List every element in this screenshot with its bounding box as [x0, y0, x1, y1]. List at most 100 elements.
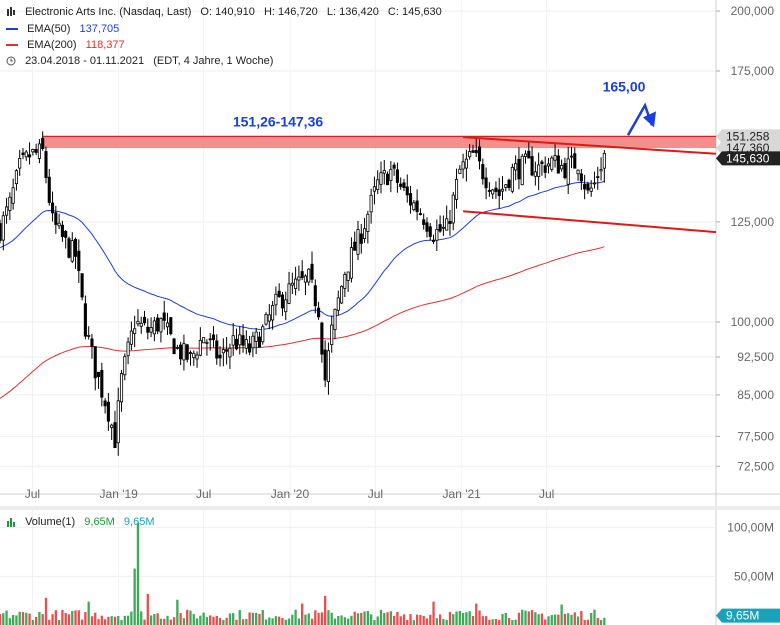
volume-bar [31, 620, 34, 625]
candle-body [221, 349, 225, 354]
candle-body [451, 194, 455, 224]
candle-body [412, 202, 416, 211]
candle-body [300, 271, 304, 278]
candle-body [372, 186, 376, 192]
candle-body [402, 182, 406, 189]
candle-body [238, 334, 242, 346]
candle-body [579, 173, 583, 182]
volume-bar [235, 619, 238, 625]
volume-bar [179, 613, 182, 625]
legend-ema200[interactable]: EMA(200) 118,377 [6, 39, 125, 51]
candle-body [24, 151, 28, 158]
volume-bar [80, 619, 84, 625]
volume-bar [304, 614, 307, 625]
volume-value-2: 9,65M [123, 516, 155, 528]
candle-body [119, 373, 124, 403]
volume-bar [501, 613, 504, 625]
ema50-value: 137,705 [79, 23, 120, 35]
volume-bar [488, 619, 491, 625]
candle-body [468, 151, 472, 158]
y-tick-label: 77,500 [737, 429, 774, 443]
volume-bar [163, 618, 166, 625]
volume-value-1: 9,65M [84, 516, 115, 528]
target-arrow-head [643, 111, 656, 128]
volume-bar [44, 597, 48, 625]
candle-body [353, 241, 357, 251]
volume-bar [461, 612, 465, 625]
volume-bar [255, 612, 258, 625]
candle-body [261, 326, 265, 343]
volume-bar [507, 617, 511, 625]
volume-bar [61, 609, 64, 625]
volume-bar [258, 613, 261, 625]
volume-bar [547, 616, 550, 625]
target-label: 165,00 [603, 78, 646, 94]
volume-bar [583, 619, 586, 625]
candle-body [343, 274, 347, 289]
candle-body [152, 320, 156, 335]
volume-bar [534, 612, 537, 625]
volume-bar [215, 615, 218, 625]
ema50-label: EMA(50) [27, 23, 71, 35]
candle-body [445, 218, 449, 231]
candle-body [83, 303, 87, 337]
volume-bar [205, 617, 209, 625]
candle-body [96, 371, 101, 378]
candle-body [208, 338, 212, 341]
volume-bar [2, 613, 5, 625]
candle-body [165, 322, 170, 328]
candle-body [64, 231, 68, 238]
candle-body [491, 189, 495, 195]
volume-bar [586, 619, 590, 625]
candle-body [431, 240, 436, 242]
legend-volume[interactable]: Volume(1) 9,65M 9,65M [6, 516, 154, 528]
candle-body [162, 312, 166, 321]
volume-bar [504, 612, 507, 625]
price-tag: 151,258 [716, 129, 780, 144]
candle-body [484, 177, 488, 189]
volume-bar [530, 610, 534, 625]
volume-bar [251, 612, 255, 625]
price-tag: 145,630 [716, 151, 780, 166]
volume-bar [287, 618, 291, 625]
y-tick-label: 92,500 [737, 350, 774, 364]
volume-bar [573, 612, 576, 625]
candle-body [389, 168, 393, 181]
candle-body [349, 247, 353, 279]
candle-body [576, 169, 580, 175]
volume-bar [369, 614, 373, 625]
candle-body [592, 182, 597, 185]
candle-body [464, 158, 468, 169]
volume-bar [212, 616, 215, 625]
volume-bar [8, 618, 12, 625]
candle-body [54, 212, 58, 225]
candle-body [294, 278, 298, 289]
candle-body [225, 349, 229, 352]
candle-body [267, 314, 271, 322]
volume-bar [389, 611, 392, 625]
candle-body [409, 193, 413, 206]
x-tick-label: Jul [368, 487, 383, 501]
candle-body [448, 220, 452, 225]
candle-body [21, 152, 25, 155]
ema200-value: 118,377 [85, 39, 125, 51]
candle-body [67, 238, 71, 258]
chart-type-icon[interactable] [6, 7, 16, 17]
volume-bar [222, 620, 225, 625]
volume-bar [412, 620, 415, 625]
price-tag-label: 145,630 [726, 151, 770, 165]
candle-body [87, 334, 91, 337]
candle-body [422, 219, 426, 225]
volume-bar [297, 618, 301, 625]
volume-bar [452, 614, 455, 625]
volume-bar [103, 619, 107, 625]
candle-body [583, 184, 587, 190]
candle-body [523, 153, 528, 157]
volume-last-tag-bg [716, 608, 780, 623]
volume-bar [301, 603, 304, 625]
volume-bar [356, 613, 360, 625]
candle-body [520, 155, 524, 186]
legend-ema50[interactable]: EMA(50) 137,705 [6, 23, 119, 35]
trend-line-upper [463, 136, 717, 155]
volume-bar [442, 619, 445, 625]
